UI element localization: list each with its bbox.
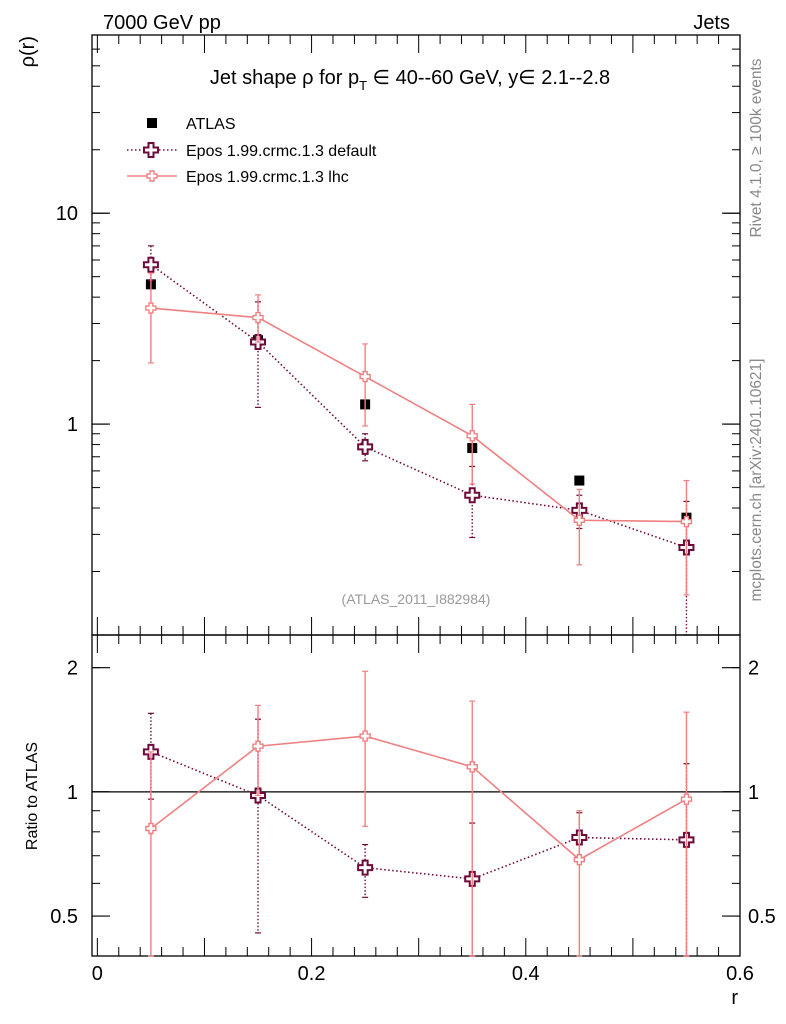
main-series-1-line — [150, 264, 687, 549]
main-series-2-point-3 — [466, 430, 478, 442]
main-title-post: ∈ 40--60 GeV, y∈ 2.1--2.8 — [367, 67, 610, 89]
watermark-analysis-id: (ATLAS_2011_I882984) — [342, 591, 491, 607]
ratio-y-tick-label-2: 2 — [67, 658, 78, 680]
legend-label-atlas: ATLAS — [186, 116, 236, 133]
main-series-2-point-5 — [680, 515, 693, 528]
legend-marker-atlas — [147, 118, 157, 128]
legend: ATLAS Epos 1.99.crmc.1.3 default Epos 1.… — [127, 116, 377, 186]
ratio-series-1-line — [150, 735, 687, 861]
ratio-series-1-point-3 — [466, 761, 478, 773]
main-y-tick-label-0: 1 — [67, 414, 78, 436]
ratio-y-tick-label-1: 1 — [67, 782, 78, 804]
ratio-series-1-point-2 — [359, 730, 371, 742]
ratio-y-tick-label-right-1: 1 — [748, 782, 759, 804]
x-tick-labels: 0 0.2 0.4 0.6 — [92, 963, 754, 985]
ratio-y-tick-label-right-2: 2 — [748, 658, 759, 680]
x-tick-label-0: 0 — [92, 963, 103, 985]
main-series-0-point-4 — [574, 475, 585, 486]
ratio-series-1-point-4 — [573, 853, 586, 866]
main-series-2-point-0 — [145, 302, 157, 314]
main-series-2-point-2 — [359, 370, 371, 383]
main-series-2-point-4 — [573, 514, 586, 526]
ratio-series — [142, 670, 695, 957]
header-energy-label: 7000 GeV pp — [103, 12, 221, 34]
ratio-y-tick-label-0: 0.5 — [50, 906, 78, 928]
ratio-panel: 0.5 0.5 1 1 2 2 Ratio to ATLAS 0 0.2 0.4 0.6 r — [24, 634, 776, 1009]
ratio-series-1-point-0 — [145, 822, 157, 835]
x-tick-label-2: 0.4 — [512, 963, 540, 985]
main-series-1-point-3 — [464, 487, 481, 504]
x-tick-label-1: 0.2 — [298, 963, 326, 985]
main-panel: 1 10 Jet shape ρ for pT ∈ 40--60 GeV, y∈ … — [17, 34, 741, 636]
main-title: Jet shape ρ for pT ∈ 40--60 GeV, y∈ 2.1-… — [210, 67, 610, 93]
main-title-pre: Jet shape ρ for p — [210, 67, 359, 89]
main-series-2-point-1 — [252, 311, 264, 324]
main-y-tick-label-1: 10 — [56, 203, 78, 225]
ratio-y-axis-label: Ratio to ATLAS — [24, 742, 41, 850]
ratio-series-1-point-5 — [680, 793, 693, 805]
main-y-axis-label: ρ(r) — [17, 36, 39, 67]
mcplots-source-label: mcplots.cern.ch [arXiv:2401.10621] — [748, 359, 765, 602]
legend-label-lhc: Epos 1.99.crmc.1.3 lhc — [186, 169, 349, 186]
ratio-frame — [91, 634, 741, 957]
x-tick-label-3: 0.6 — [726, 963, 754, 985]
rivet-version-label: Rivet 4.1.0, ≥ 100k events — [748, 58, 765, 237]
legend-marker-lhc — [146, 170, 158, 182]
main-series-1-point-0 — [142, 256, 159, 273]
header-jets-label: Jets — [693, 12, 730, 34]
ratio-axis-ticks: 0.5 0.5 1 1 2 2 — [50, 635, 776, 957]
legend-label-default: Epos 1.99.crmc.1.3 default — [186, 143, 377, 160]
ratio-series-1-point-1 — [252, 740, 264, 752]
ratio-series-0-line — [150, 751, 687, 880]
main-series-1-point-2 — [357, 438, 374, 455]
legend-marker-default — [143, 142, 159, 158]
ratio-y-tick-label-right-0: 0.5 — [748, 906, 776, 928]
main-series-2-line — [150, 307, 687, 523]
main-title-sub: T — [359, 78, 367, 93]
main-axis-ticks: 1 10 — [56, 34, 741, 636]
main-series — [142, 245, 695, 636]
ratio-series-0-point-2 — [357, 859, 374, 876]
x-axis-label: r — [731, 987, 738, 1009]
